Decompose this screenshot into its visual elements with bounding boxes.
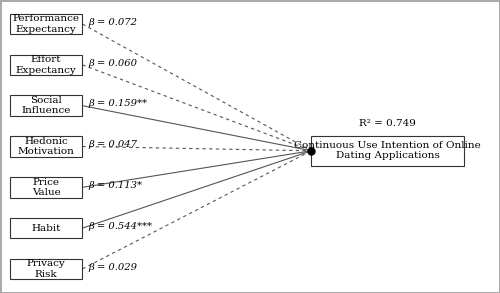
Text: β = 0.047: β = 0.047 [88, 140, 137, 149]
FancyBboxPatch shape [10, 259, 83, 279]
FancyBboxPatch shape [10, 96, 83, 116]
FancyBboxPatch shape [10, 55, 83, 75]
Text: Hedonic
Motivation: Hedonic Motivation [18, 137, 74, 156]
FancyBboxPatch shape [10, 177, 83, 197]
Text: β = 0.029: β = 0.029 [88, 263, 137, 272]
Text: β = 0.113*: β = 0.113* [88, 181, 142, 190]
Text: Performance
Expectancy: Performance Expectancy [12, 14, 80, 34]
FancyBboxPatch shape [10, 14, 83, 34]
Text: Effort
Expectancy: Effort Expectancy [16, 55, 76, 75]
FancyBboxPatch shape [10, 218, 83, 238]
Text: β = 0.544***: β = 0.544*** [88, 222, 152, 231]
FancyBboxPatch shape [10, 136, 83, 157]
Text: Price
Value: Price Value [32, 178, 60, 197]
Text: β = 0.060: β = 0.060 [88, 59, 137, 68]
Text: Privacy
Risk: Privacy Risk [27, 259, 66, 279]
Text: β = 0.159**: β = 0.159** [88, 100, 147, 108]
Text: Social
Influence: Social Influence [22, 96, 71, 115]
Text: β = 0.072: β = 0.072 [88, 18, 137, 27]
FancyBboxPatch shape [312, 136, 464, 166]
Text: Continuous Use Intention of Online
Dating Applications: Continuous Use Intention of Online Datin… [294, 141, 481, 161]
Text: Habit: Habit [32, 224, 61, 233]
Text: R² = 0.749: R² = 0.749 [359, 119, 416, 128]
